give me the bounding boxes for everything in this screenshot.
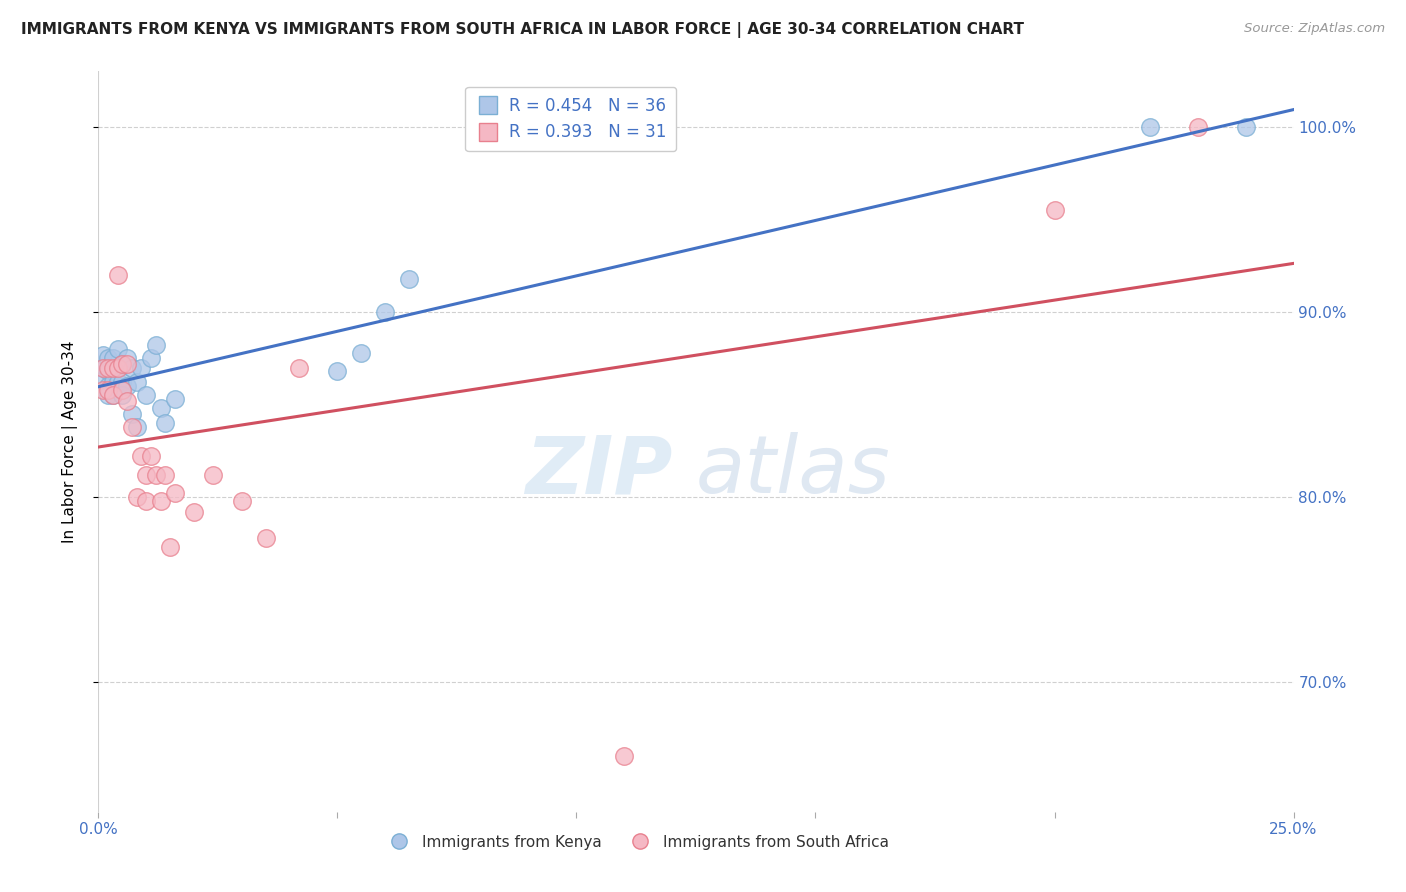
- Point: [97, 360, 120, 375]
- Point: [1043, 203, 1066, 218]
- Point: [125, 419, 148, 434]
- Point: [350, 345, 373, 359]
- Text: atlas: atlas: [696, 432, 891, 510]
- Legend: Immigrants from Kenya, Immigrants from South Africa: Immigrants from Kenya, Immigrants from S…: [378, 829, 894, 856]
- Point: [288, 360, 311, 375]
- Point: [149, 401, 172, 416]
- Point: [1234, 120, 1257, 134]
- Point: [163, 392, 186, 406]
- Point: [111, 376, 134, 390]
- Point: [111, 388, 134, 402]
- Point: [131, 360, 153, 375]
- Point: [107, 376, 129, 390]
- Point: [159, 540, 181, 554]
- Point: [111, 357, 134, 371]
- Point: [183, 505, 205, 519]
- Point: [125, 376, 148, 390]
- Point: [101, 388, 124, 402]
- Point: [149, 493, 172, 508]
- Point: [131, 450, 153, 464]
- Point: [115, 351, 138, 366]
- Point: [91, 374, 114, 388]
- Point: [91, 347, 114, 361]
- Point: [139, 351, 162, 366]
- Point: [97, 388, 120, 402]
- Point: [121, 419, 143, 434]
- Point: [115, 357, 138, 371]
- Point: [613, 749, 636, 764]
- Point: [121, 360, 143, 375]
- Point: [107, 360, 129, 375]
- Point: [155, 416, 177, 430]
- Point: [115, 379, 138, 393]
- Point: [97, 364, 120, 378]
- Point: [1139, 120, 1161, 134]
- Y-axis label: In Labor Force | Age 30-34: In Labor Force | Age 30-34: [62, 340, 77, 543]
- Point: [254, 531, 277, 545]
- Point: [163, 486, 186, 500]
- Point: [91, 360, 114, 375]
- Point: [121, 407, 143, 421]
- Point: [107, 268, 129, 282]
- Point: [326, 364, 349, 378]
- Point: [101, 351, 124, 366]
- Point: [97, 383, 120, 397]
- Point: [398, 271, 420, 285]
- Point: [107, 342, 129, 356]
- Point: [125, 490, 148, 504]
- Point: [145, 338, 167, 352]
- Point: [91, 383, 114, 397]
- Point: [101, 360, 124, 375]
- Point: [135, 493, 157, 508]
- Text: ZIP: ZIP: [524, 432, 672, 510]
- Point: [101, 364, 124, 378]
- Point: [155, 467, 177, 482]
- Point: [91, 360, 114, 375]
- Point: [97, 379, 120, 393]
- Point: [1187, 120, 1209, 134]
- Point: [115, 393, 138, 408]
- Point: [107, 360, 129, 375]
- Point: [111, 357, 134, 371]
- Point: [135, 467, 157, 482]
- Point: [101, 376, 124, 390]
- Point: [231, 493, 253, 508]
- Point: [374, 305, 396, 319]
- Point: [145, 467, 167, 482]
- Point: [97, 351, 120, 366]
- Point: [202, 467, 225, 482]
- Point: [111, 383, 134, 397]
- Text: IMMIGRANTS FROM KENYA VS IMMIGRANTS FROM SOUTH AFRICA IN LABOR FORCE | AGE 30-34: IMMIGRANTS FROM KENYA VS IMMIGRANTS FROM…: [21, 22, 1024, 38]
- Point: [101, 388, 124, 402]
- Text: Source: ZipAtlas.com: Source: ZipAtlas.com: [1244, 22, 1385, 36]
- Point: [139, 450, 162, 464]
- Point: [135, 388, 157, 402]
